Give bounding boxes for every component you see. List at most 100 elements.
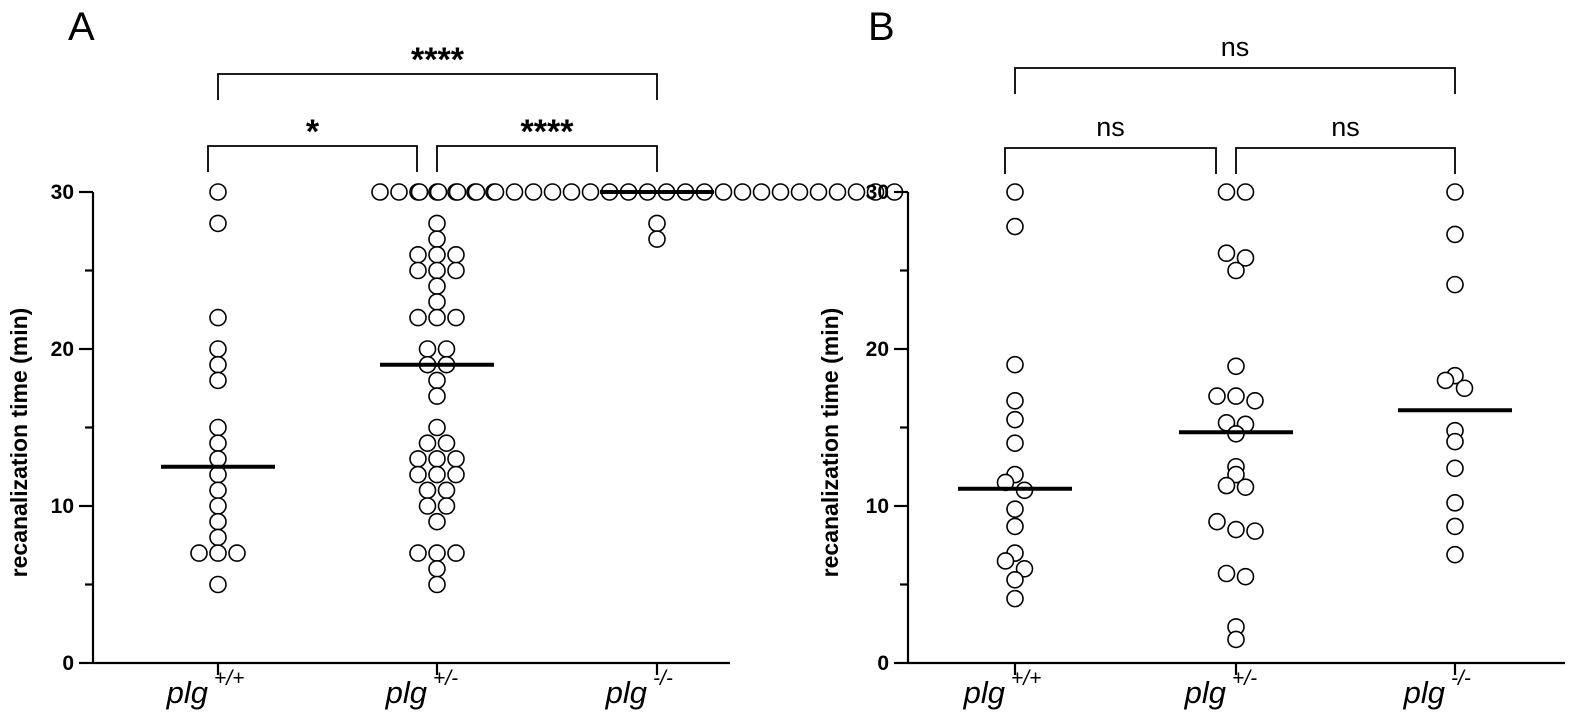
data-point	[409, 246, 427, 264]
data-point	[428, 544, 446, 562]
data-point	[1227, 630, 1245, 649]
data-point	[1446, 183, 1464, 201]
x-category-superscript: -/-	[653, 667, 673, 690]
data-point	[448, 183, 467, 201]
data-point	[1015, 559, 1034, 578]
data-point	[437, 340, 456, 358]
x-category-label: plg	[385, 675, 427, 710]
data-point	[428, 418, 446, 437]
data-point	[996, 552, 1015, 570]
data-point	[418, 481, 437, 500]
data-point	[505, 183, 524, 201]
data-point	[733, 183, 752, 201]
data-point	[428, 371, 446, 390]
data-point	[1446, 517, 1464, 536]
data-point	[428, 575, 446, 594]
data-point	[1006, 434, 1024, 453]
data-point	[828, 183, 847, 201]
panel-letter: A	[68, 5, 95, 49]
data-point	[1217, 476, 1236, 495]
data-point	[428, 387, 446, 405]
data-point	[648, 230, 666, 248]
y-tick-label: 30	[866, 181, 889, 204]
data-point	[524, 183, 543, 201]
data-point	[1227, 520, 1245, 539]
y-tick-label: 30	[51, 181, 74, 204]
data-point	[1236, 567, 1255, 586]
data-point	[752, 183, 771, 201]
data-point	[1446, 225, 1464, 244]
data-point	[562, 183, 581, 201]
data-point	[429, 183, 448, 201]
data-point	[418, 497, 437, 515]
data-point	[428, 559, 446, 578]
data-point	[209, 450, 227, 468]
data-point	[428, 450, 446, 468]
data-point	[771, 183, 790, 201]
data-point	[543, 183, 562, 201]
data-point	[209, 183, 227, 201]
data-point	[428, 512, 446, 531]
data-point	[428, 214, 446, 233]
data-point	[1436, 371, 1455, 390]
data-point	[1446, 275, 1464, 294]
significance-bracket	[1014, 67, 1456, 94]
data-point	[209, 528, 227, 547]
data-point	[1006, 217, 1024, 236]
data-point	[409, 450, 427, 468]
significance-label: ****	[411, 41, 465, 79]
data-point	[1446, 545, 1464, 564]
data-point	[209, 465, 227, 484]
x-category-label: plg	[963, 675, 1005, 710]
data-point	[409, 308, 427, 327]
data-point	[209, 355, 227, 374]
data-point	[409, 544, 427, 562]
data-point	[209, 512, 227, 531]
data-point	[1227, 387, 1245, 405]
data-point	[418, 434, 437, 453]
significance-label: ns	[1221, 32, 1250, 62]
data-point	[1246, 392, 1264, 410]
data-point	[1455, 379, 1474, 398]
data-point	[1227, 357, 1245, 376]
data-point	[648, 214, 666, 233]
data-point	[428, 293, 446, 311]
data-point	[390, 183, 408, 201]
data-point	[1006, 570, 1024, 589]
y-tick-label: 20	[51, 338, 74, 361]
panel-letter: B	[868, 5, 895, 49]
x-category-label: plg	[166, 675, 208, 710]
data-point	[1006, 410, 1024, 429]
data-point	[437, 497, 456, 515]
data-point	[1006, 500, 1024, 518]
x-category-superscript: +/-	[433, 667, 458, 690]
data-point	[1236, 478, 1255, 496]
data-point	[209, 418, 227, 437]
data-point	[437, 434, 456, 453]
data-point	[209, 308, 227, 327]
data-point	[428, 277, 446, 296]
y-axis-label: recanalization time (min)	[817, 308, 843, 578]
data-point	[790, 183, 809, 201]
data-point	[371, 183, 389, 201]
data-point	[1236, 183, 1255, 201]
x-category-superscript: +/-	[1232, 667, 1257, 690]
data-point	[847, 183, 866, 201]
data-point	[437, 481, 456, 500]
data-point	[1006, 355, 1024, 374]
x-category-superscript: +/+	[1011, 667, 1041, 690]
data-point	[209, 481, 227, 500]
data-point	[428, 261, 446, 280]
x-category-label: plg	[605, 675, 647, 710]
data-point	[409, 261, 427, 280]
y-tick-label: 10	[866, 495, 889, 518]
significance-bracket	[1235, 147, 1456, 174]
data-point	[447, 261, 465, 280]
data-point	[486, 183, 505, 201]
significance-label: *	[306, 113, 320, 151]
data-point	[447, 544, 465, 562]
data-point	[1006, 517, 1024, 536]
data-point	[1217, 244, 1236, 263]
data-point	[1217, 183, 1236, 201]
